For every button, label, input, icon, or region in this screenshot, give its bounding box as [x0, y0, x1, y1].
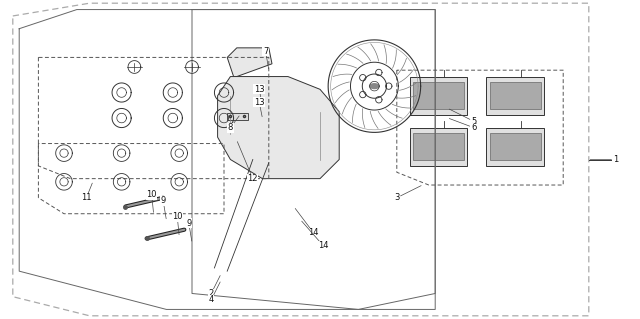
Polygon shape [410, 128, 467, 166]
Text: 7: 7 [263, 47, 268, 56]
Text: 11: 11 [81, 193, 92, 202]
Text: 10: 10 [147, 190, 157, 199]
Polygon shape [410, 77, 467, 115]
Text: 1: 1 [613, 155, 618, 164]
Text: 14: 14 [318, 241, 328, 250]
Text: 10: 10 [172, 212, 182, 221]
Polygon shape [486, 128, 544, 166]
Text: 2: 2 [209, 289, 214, 298]
Text: 8: 8 [228, 123, 233, 132]
Text: 14: 14 [308, 228, 319, 237]
Circle shape [370, 84, 379, 88]
Text: 9: 9 [186, 219, 191, 228]
Text: 3: 3 [394, 193, 399, 202]
Text: 4: 4 [209, 295, 214, 304]
Polygon shape [218, 77, 339, 179]
Polygon shape [486, 77, 544, 115]
Text: 1: 1 [613, 155, 619, 164]
Polygon shape [227, 113, 248, 120]
Text: 6: 6 [471, 123, 476, 132]
Text: 13: 13 [254, 98, 264, 107]
Polygon shape [490, 82, 541, 109]
Polygon shape [413, 82, 464, 109]
Text: 5: 5 [471, 117, 476, 126]
Polygon shape [227, 48, 272, 77]
Polygon shape [490, 133, 541, 160]
Text: 13: 13 [254, 85, 264, 94]
Polygon shape [413, 133, 464, 160]
Text: 9: 9 [161, 197, 166, 205]
Text: 12: 12 [248, 174, 258, 183]
